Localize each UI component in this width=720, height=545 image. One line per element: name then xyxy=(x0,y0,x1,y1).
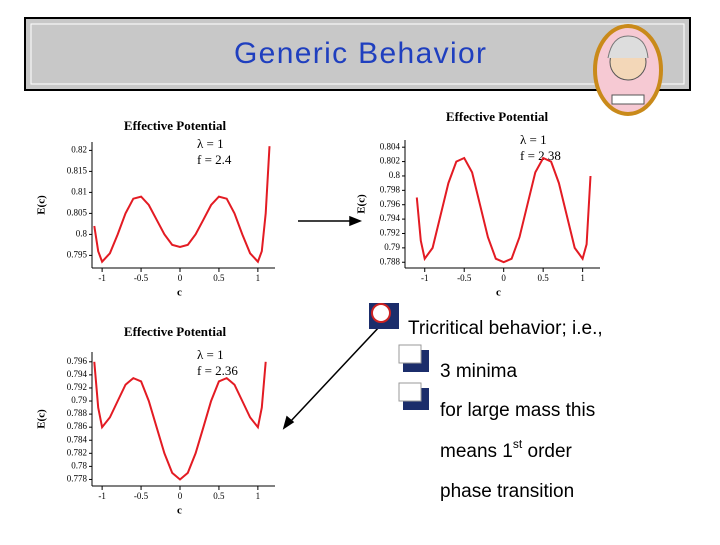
x-tick-label: 1 xyxy=(256,273,261,283)
y-tick-label: 0.798 xyxy=(380,184,401,194)
bullet: 3 minima xyxy=(440,361,518,382)
x-tick-label: 1 xyxy=(580,273,585,283)
header-inner xyxy=(30,23,685,85)
y-tick-label: 0.79 xyxy=(71,395,87,405)
x-tick-label: -1 xyxy=(98,491,106,501)
x-tick-label: 0 xyxy=(178,273,183,283)
bullet-continuation: phase transition xyxy=(440,481,574,502)
y-tick-label: 0.796 xyxy=(67,356,88,366)
annotation: f = 2.36 xyxy=(197,363,238,378)
x-tick-label: 0.5 xyxy=(213,491,225,501)
bullet: Tricritical behavior; i.e., xyxy=(408,318,603,339)
bullet: for large mass this xyxy=(440,400,595,421)
curve xyxy=(93,146,271,264)
y-tick-label: 0.788 xyxy=(67,408,88,418)
y-tick-label: 0.8 xyxy=(389,170,401,180)
x-tick-label: 0 xyxy=(178,491,183,501)
x-tick-label: 0.5 xyxy=(538,273,550,283)
portrait-icon xyxy=(593,24,663,116)
y-tick-label: 0.81 xyxy=(71,186,87,196)
x-axis-label: c xyxy=(177,505,182,517)
annotation: λ = 1 xyxy=(520,132,547,147)
x-tick-label: -1 xyxy=(98,273,106,283)
y-tick-label: 0.805 xyxy=(67,207,88,217)
text: means 1 xyxy=(440,441,513,462)
y-tick-label: 0.792 xyxy=(380,228,400,238)
y-tick-label: 0.82 xyxy=(71,144,87,154)
x-tick-label: 0.5 xyxy=(213,273,225,283)
y-tick-label: 0.784 xyxy=(67,434,88,444)
chart-title: Effective Potential xyxy=(124,118,227,133)
x-axis-label: c xyxy=(496,287,501,299)
superscript: st xyxy=(513,437,523,451)
x-axis-label: c xyxy=(177,287,182,299)
x-tick-label: -1 xyxy=(421,273,429,283)
y-axis-label: E(c) xyxy=(356,194,368,214)
curve xyxy=(415,156,592,264)
annotation: f = 2.38 xyxy=(520,148,561,163)
y-axis-label: E(c) xyxy=(36,409,48,429)
curve xyxy=(93,361,267,481)
annotation: λ = 1 xyxy=(197,347,224,362)
slide-title: Generic Behavior xyxy=(234,37,486,70)
y-tick-label: 0.79 xyxy=(384,242,400,252)
y-tick-label: 0.786 xyxy=(67,421,88,431)
annotation: f = 2.4 xyxy=(197,152,232,167)
chart-title: Effective Potential xyxy=(446,109,549,124)
text: order xyxy=(522,441,572,462)
bullet-icons xyxy=(369,303,429,410)
y-tick-label: 0.8 xyxy=(76,228,88,238)
x-tick-label: 0 xyxy=(501,273,506,283)
x-tick-label: -0.5 xyxy=(457,273,472,283)
bullet-continuation: means 1st order xyxy=(440,437,573,462)
y-tick-label: 0.794 xyxy=(380,213,401,223)
y-tick-label: 0.782 xyxy=(67,447,87,457)
annotation: λ = 1 xyxy=(197,136,224,151)
header-box xyxy=(24,17,691,91)
y-tick-label: 0.802 xyxy=(380,156,400,166)
y-tick-label: 0.815 xyxy=(67,165,88,175)
y-tick-label: 0.795 xyxy=(67,249,88,259)
x-tick-label: 1 xyxy=(256,491,261,501)
y-tick-label: 0.794 xyxy=(67,369,88,379)
y-tick-label: 0.778 xyxy=(67,474,88,484)
y-tick-label: 0.804 xyxy=(380,141,401,151)
y-tick-label: 0.796 xyxy=(380,199,401,209)
x-tick-label: -0.5 xyxy=(134,273,149,283)
y-tick-label: 0.788 xyxy=(380,256,401,266)
x-tick-label: -0.5 xyxy=(134,491,149,501)
y-axis-label: E(c) xyxy=(36,195,48,215)
y-tick-label: 0.78 xyxy=(71,460,87,470)
y-tick-label: 0.792 xyxy=(67,382,87,392)
chart-title: Effective Potential xyxy=(124,324,227,339)
